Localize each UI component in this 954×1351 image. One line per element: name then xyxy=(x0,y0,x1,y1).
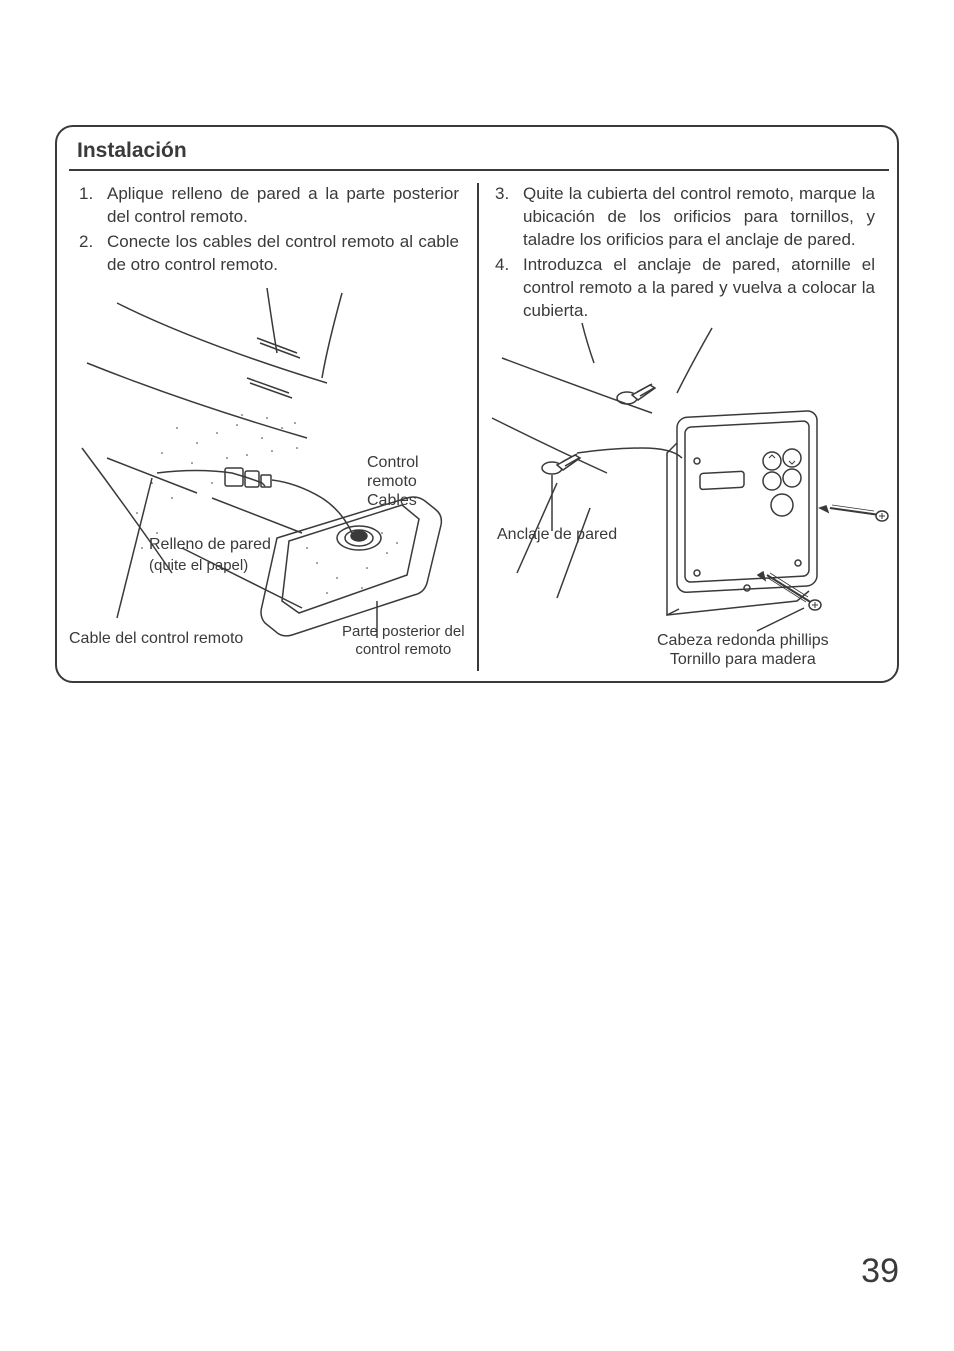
right-column: Quite la cubierta del control remoto, ma… xyxy=(477,183,897,325)
title-underline xyxy=(69,169,889,171)
right-diagram-svg xyxy=(482,313,892,673)
step-2: Conecte los cables del control remoto al… xyxy=(79,231,459,277)
label-cable-control: Cable del control remoto xyxy=(69,629,243,648)
label-control-remoto-cables: Control remoto Cables xyxy=(367,453,419,511)
label-text: control remoto xyxy=(355,641,451,658)
diagram-right: Anclaje de pared Cabeza redonda phillips… xyxy=(482,313,892,673)
label-text: remoto xyxy=(367,473,417,490)
label-text: Cabeza redonda phillips xyxy=(657,632,829,649)
instruction-box: Instalación Aplique relleno de pared a l… xyxy=(55,125,899,683)
columns: Aplique relleno de pared a la parte post… xyxy=(57,183,897,325)
label-text: Cables xyxy=(367,492,417,509)
step-1: Aplique relleno de pared a la parte post… xyxy=(79,183,459,229)
step-3: Quite la cubierta del control remoto, ma… xyxy=(495,183,875,252)
diagram-left: Control remoto Cables Relleno de pared (… xyxy=(67,283,467,673)
label-text: Tornillo para madera xyxy=(670,651,816,668)
page-number: 39 xyxy=(861,1252,899,1291)
label-text: Parte posterior del xyxy=(342,623,465,640)
left-column: Aplique relleno de pared a la parte post… xyxy=(57,183,477,325)
label-relleno-pared: Relleno de pared xyxy=(149,535,271,554)
label-quite-papel: (quite el papel) xyxy=(149,557,248,575)
left-steps: Aplique relleno de pared a la parte post… xyxy=(79,183,459,277)
label-anclaje: Anclaje de pared xyxy=(497,525,617,544)
right-steps: Quite la cubierta del control remoto, ma… xyxy=(495,183,875,323)
label-parte-posterior: Parte posterior del control remoto xyxy=(342,623,465,659)
label-cabeza-redonda: Cabeza redonda phillips Tornillo para ma… xyxy=(657,631,829,669)
label-text: Control xyxy=(367,454,419,471)
section-title: Instalación xyxy=(77,139,187,163)
